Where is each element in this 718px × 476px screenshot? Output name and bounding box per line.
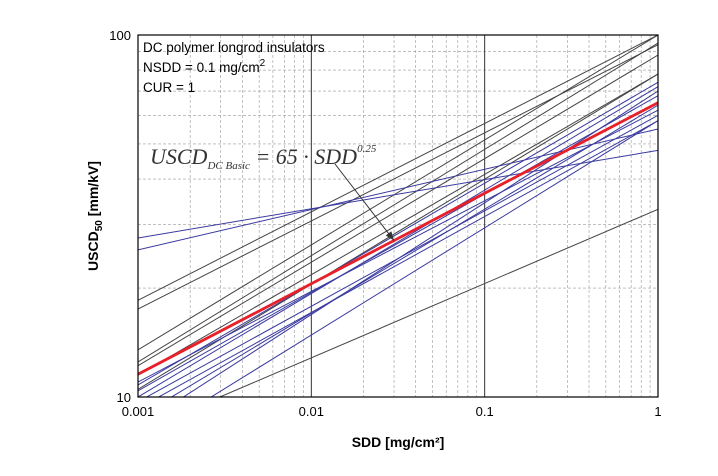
legend-line-1: DC polymer longrod insulators bbox=[143, 40, 325, 55]
x-axis-label: SDD [mg/cm²] bbox=[352, 434, 445, 450]
y-tick-label: 100 bbox=[109, 28, 131, 43]
series-line bbox=[138, 86, 658, 397]
series-line bbox=[138, 54, 658, 367]
series-line bbox=[170, 104, 658, 397]
series-line bbox=[138, 81, 658, 386]
tick-labels: 0.001 0.01 0.1 1 10 100 bbox=[109, 28, 661, 419]
formula-text: USCDDC Basic = 65 · SDD0.25 bbox=[150, 143, 377, 172]
x-tick-label: 0.001 bbox=[122, 404, 155, 419]
minor-gridlines bbox=[138, 35, 658, 397]
legend: DC polymer longrod insulators NSDD = 0.1… bbox=[143, 40, 325, 95]
major-gridlines bbox=[310, 35, 486, 397]
formula-arrow bbox=[334, 163, 395, 241]
series-line bbox=[138, 95, 658, 392]
x-tick-label: 0.1 bbox=[476, 404, 494, 419]
series-line bbox=[138, 35, 658, 351]
series-line bbox=[138, 44, 658, 310]
series-line bbox=[182, 90, 658, 397]
x-tick-label: 1 bbox=[654, 404, 661, 419]
series-line bbox=[138, 109, 658, 383]
formula-annotation: USCDDC Basic = 65 · SDD0.25 bbox=[150, 143, 395, 241]
series-line bbox=[138, 149, 658, 239]
legend-line-3: CUR = 1 bbox=[143, 80, 195, 95]
y-tick-label: 10 bbox=[117, 390, 131, 405]
x-tick-label: 0.01 bbox=[299, 404, 324, 419]
series-line bbox=[138, 42, 658, 363]
series-line bbox=[138, 73, 658, 376]
series-line bbox=[138, 35, 658, 301]
series-line bbox=[157, 120, 658, 397]
formula-arrowhead bbox=[385, 231, 395, 241]
series-line-dc-basic bbox=[138, 101, 658, 376]
series-layer bbox=[138, 35, 658, 397]
y-axis-label: USCD50 [mm/kV] bbox=[85, 161, 105, 271]
legend-line-2: NSDD = 0.1 mg/cm2 bbox=[143, 58, 266, 75]
plot-frame bbox=[137, 34, 659, 398]
series-line bbox=[210, 120, 658, 397]
series-line bbox=[218, 208, 658, 397]
